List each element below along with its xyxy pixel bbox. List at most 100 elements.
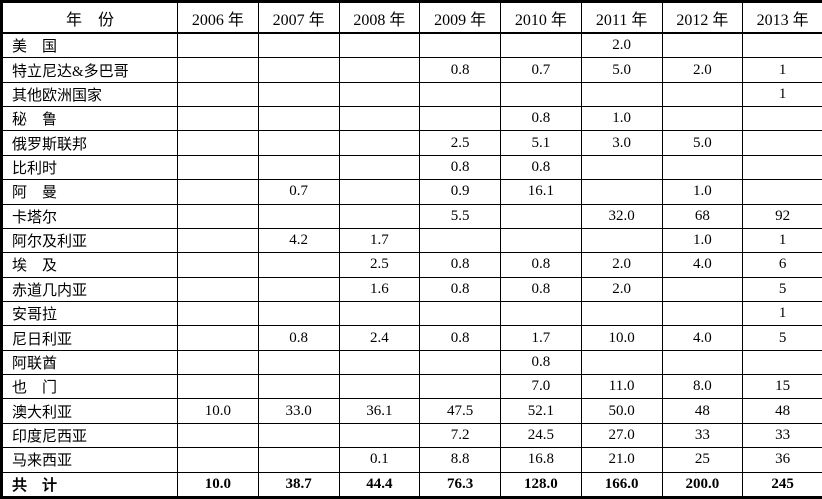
row-label-cell: 俄罗斯联邦	[1, 130, 178, 156]
value-cell: 5.0	[580, 57, 663, 83]
value-cell	[338, 57, 421, 83]
year-label-header-cell: 年 份	[1, 1, 178, 34]
value-cell	[742, 349, 822, 376]
value-cell	[742, 106, 822, 132]
value-cell	[257, 106, 340, 132]
value-cell	[661, 154, 744, 181]
value-cell	[257, 81, 340, 108]
table-row: 阿联酋 0.8	[1, 349, 822, 376]
value-cell: 2.4	[338, 325, 421, 351]
value-cell	[338, 179, 421, 205]
value-cell: 10.0	[177, 398, 259, 424]
value-cell: 6	[742, 252, 822, 278]
value-cell	[419, 81, 501, 108]
table-row: 阿 曼 0.7 0.9 16.1 1.0	[1, 179, 822, 205]
table-row: 澳大利亚 10.0 33.0 36.1 47.5 52.1 50.0 48 48	[1, 398, 822, 424]
value-cell	[338, 130, 421, 156]
value-cell	[500, 203, 582, 229]
row-label-cell: 印度尼西亚	[1, 422, 178, 449]
value-cell: 0.8	[419, 325, 501, 351]
value-cell: 1.0	[580, 106, 663, 132]
value-cell: 36	[742, 447, 822, 473]
year-header-cell: 2009 年	[419, 1, 501, 34]
value-cell: 11.0	[580, 374, 663, 400]
value-cell	[661, 32, 744, 59]
row-label-cell: 秘 鲁	[1, 106, 178, 132]
value-cell	[500, 32, 582, 59]
value-cell	[257, 374, 340, 400]
year-header-cell: 2010 年	[500, 1, 582, 34]
value-cell	[177, 349, 259, 376]
value-cell: 3.0	[580, 130, 663, 156]
value-cell: 33	[742, 422, 822, 449]
year-header-cell: 2011 年	[580, 1, 663, 34]
value-cell	[500, 227, 582, 254]
value-cell	[338, 32, 421, 59]
row-label-cell: 澳大利亚	[1, 398, 178, 424]
value-cell	[742, 130, 822, 156]
value-cell	[177, 106, 259, 132]
value-cell	[177, 325, 259, 351]
row-label-cell: 共 计	[1, 471, 178, 499]
value-cell: 245	[742, 471, 822, 499]
value-cell: 0.8	[419, 276, 501, 303]
value-cell: 7.0	[500, 374, 582, 400]
value-cell: 0.7	[500, 57, 582, 83]
value-cell	[177, 447, 259, 473]
row-label-cell: 赤道几内亚	[1, 276, 178, 303]
value-cell: 21.0	[580, 447, 663, 473]
value-cell	[661, 106, 744, 132]
value-cell: 0.8	[500, 349, 582, 376]
value-cell	[580, 300, 663, 327]
value-cell: 1	[742, 227, 822, 254]
value-cell	[580, 179, 663, 205]
value-cell: 50.0	[580, 398, 663, 424]
value-cell: 4.2	[257, 227, 340, 254]
value-cell	[580, 227, 663, 254]
value-cell: 1	[742, 81, 822, 108]
value-cell: 128.0	[500, 471, 582, 499]
value-cell	[257, 154, 340, 181]
value-cell: 5.5	[419, 203, 501, 229]
row-label-cell: 其他欧洲国家	[1, 81, 178, 108]
value-cell	[257, 203, 340, 229]
value-cell	[177, 422, 259, 449]
value-cell	[419, 227, 501, 254]
value-cell: 0.8	[419, 154, 501, 181]
value-cell: 48	[661, 398, 744, 424]
table-row: 秘 鲁 0.8 1.0	[1, 106, 822, 132]
value-cell: 200.0	[661, 471, 744, 499]
value-cell: 27.0	[580, 422, 663, 449]
table-body: 美 国 2.0 特立尼达&多巴哥 0.8 0.7 5.0 2.0 1 其他欧洲国家 1 秘 鲁 0.8…	[1, 32, 822, 499]
value-cell	[661, 81, 744, 108]
value-cell	[419, 300, 501, 327]
value-cell	[338, 154, 421, 181]
value-cell: 8.8	[419, 447, 501, 473]
value-cell: 1.7	[338, 227, 421, 254]
value-cell	[177, 203, 259, 229]
value-cell	[177, 57, 259, 83]
row-label-cell: 尼日利亚	[1, 325, 178, 351]
table-row: 其他欧洲国家 1	[1, 81, 822, 108]
value-cell: 5.0	[661, 130, 744, 156]
value-cell	[257, 57, 340, 83]
value-cell: 2.0	[661, 57, 744, 83]
table-row: 也 门 7.0 11.0 8.0 15	[1, 374, 822, 400]
value-cell	[742, 32, 822, 59]
value-cell: 1.0	[661, 227, 744, 254]
value-cell	[419, 374, 501, 400]
value-cell: 5.1	[500, 130, 582, 156]
value-cell	[419, 349, 501, 376]
value-cell: 1	[742, 300, 822, 327]
value-cell	[338, 203, 421, 229]
value-cell	[580, 154, 663, 181]
value-cell: 0.8	[419, 57, 501, 83]
table-row: 埃 及 2.5 0.8 0.8 2.0 4.0 6	[1, 252, 822, 278]
value-cell	[257, 252, 340, 278]
value-cell	[742, 179, 822, 205]
row-label-cell: 卡塔尔	[1, 203, 178, 229]
value-cell: 0.8	[500, 276, 582, 303]
value-cell	[177, 227, 259, 254]
value-cell: 24.5	[500, 422, 582, 449]
